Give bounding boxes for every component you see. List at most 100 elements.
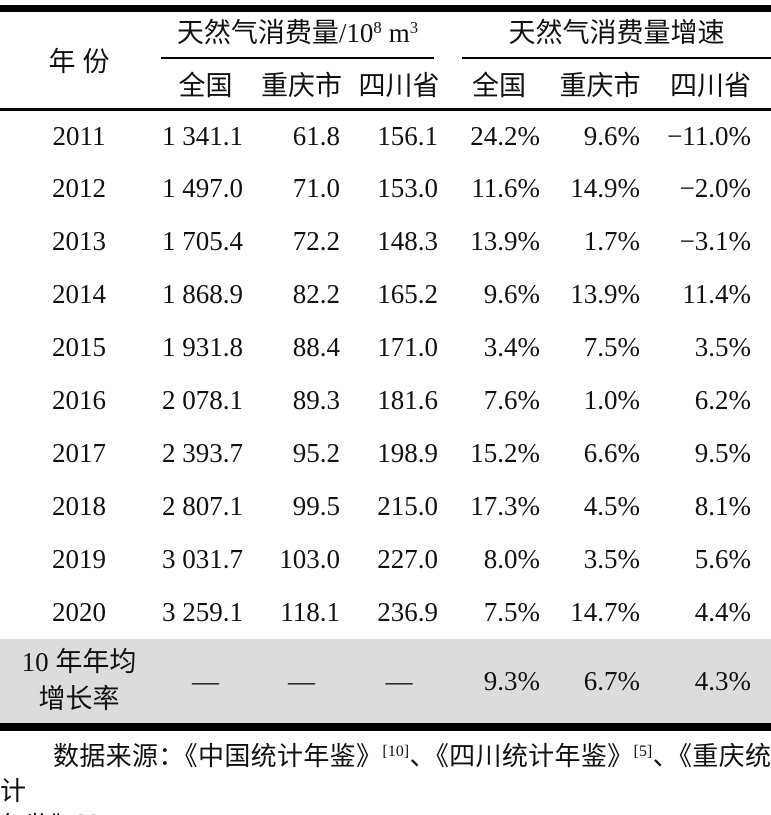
table-row: 2012 1 497.0 71.0 153.0 11.6% 14.9% −2.0…	[0, 162, 771, 215]
footnote-text: 、《重庆统计	[0, 742, 771, 806]
national-consumption-cell: 1 868.9	[162, 279, 243, 309]
national-growth-cell: 13.9%	[470, 226, 540, 256]
sichuan-consumption-cell: 165.2	[377, 279, 438, 309]
national-growth-cell: 8.0%	[483, 544, 540, 574]
chongqing-consumption-cell: 82.2	[292, 279, 340, 309]
national-growth-cell: 3.4%	[483, 332, 540, 362]
table-bottom-rule	[0, 723, 771, 731]
consumption-unit: m	[388, 18, 410, 48]
national-consumption-cell: 1 497.0	[162, 173, 243, 203]
consumption-exponent: 8	[373, 17, 382, 37]
table-row: 2015 1 931.8 88.4 171.0 3.4% 7.5% 3.5%	[0, 321, 771, 374]
group-consumption-label: 天然气消费量/108 m3	[161, 12, 434, 59]
table-row: 2019 3 031.7 103.0 227.0 8.0% 3.5% 5.6%	[0, 533, 771, 586]
summary-national-consumption-dash: —	[192, 665, 219, 696]
national-growth-cell: 7.6%	[483, 385, 540, 415]
national-consumption-cell: 2 807.1	[162, 491, 243, 521]
chongqing-consumption-cell: 61.8	[292, 120, 340, 151]
column-header-year: 年份	[0, 12, 158, 111]
table-row: 2017 2 393.7 95.2 198.9 15.2% 6.6% 9.5%	[0, 427, 771, 480]
summary-national-growth-cell: 9.3%	[483, 665, 540, 696]
year-header-label: 年份	[48, 47, 117, 78]
national-growth-cell: 7.5%	[483, 597, 540, 627]
summary-row-10yr-average: 10 年年均 增长率 — — — 9.3% 6.7% 4.3%	[0, 639, 771, 723]
consumption-unit-exponent: 3	[409, 17, 419, 37]
table-row: 2016 2 078.1 89.3 181.6 7.6% 1.0% 6.2%	[0, 374, 771, 427]
chongqing-consumption-cell: 118.1	[280, 597, 340, 627]
national-consumption-cell: 3 031.7	[162, 544, 243, 574]
sichuan-consumption-cell: 227.0	[377, 544, 438, 574]
year-cell: 2012	[52, 173, 106, 203]
subheader-chongqing-growth: 重庆市	[550, 59, 650, 111]
sichuan-growth-cell: 5.6%	[694, 544, 752, 574]
table-header: 年份 天然气消费量/108 m3 天然气消费量增速 全国 重庆市 四川省 全国 重…	[0, 12, 771, 111]
sichuan-consumption-cell: 215.0	[377, 491, 438, 521]
summary-label: 10 年年均 增长率	[0, 639, 158, 723]
citation-ref-5: [5]	[633, 743, 653, 761]
chongqing-growth-cell: 4.5%	[583, 491, 640, 521]
chongqing-growth-cell: 3.5%	[583, 544, 640, 574]
sichuan-consumption-cell: 148.3	[377, 226, 438, 256]
chongqing-consumption-cell: 89.3	[292, 385, 340, 415]
group-growth-label: 天然气消费量增速	[462, 12, 771, 59]
summary-chongqing-consumption-dash: —	[288, 665, 315, 696]
footnote-text: 、《四川统计年鉴》	[409, 742, 634, 771]
group-header-consumption: 天然气消费量/108 m3	[158, 12, 448, 59]
table-row: 2011 1 341.1 61.8 156.1 24.2% 9.6% −11.0…	[0, 109, 771, 162]
year-cell: 2011	[52, 120, 106, 151]
sichuan-consumption-cell: 156.1	[377, 120, 438, 151]
chongqing-consumption-cell: 95.2	[292, 438, 340, 468]
year-cell: 2014	[52, 279, 106, 309]
sichuan-growth-cell: 11.4%	[682, 279, 752, 309]
citation-ref-6: [6]	[78, 813, 97, 815]
summary-label-line1: 10 年年均	[21, 647, 137, 677]
table-row: 2014 1 868.9 82.2 165.2 9.6% 13.9% 11.4%	[0, 268, 771, 321]
year-cell: 2015	[52, 332, 106, 362]
subheader-chongqing-consumption: 重庆市	[253, 59, 350, 111]
sichuan-growth-cell: 9.5%	[694, 438, 752, 468]
consumption-label-text: 天然气消费量/10	[176, 18, 374, 48]
national-consumption-cell: 1 341.1	[162, 120, 243, 151]
national-consumption-cell: 1 931.8	[162, 332, 243, 362]
year-cell: 2016	[52, 385, 106, 415]
chongqing-growth-cell: 6.6%	[583, 438, 640, 468]
national-growth-cell: 24.2%	[470, 120, 540, 151]
chongqing-consumption-cell: 99.5	[292, 491, 340, 521]
chongqing-consumption-cell: 103.0	[279, 544, 340, 574]
year-cell: 2018	[52, 491, 106, 521]
chongqing-growth-cell: 1.0%	[583, 385, 640, 415]
sichuan-consumption-cell: 153.0	[377, 173, 438, 203]
footnote-text: 年鉴》	[0, 812, 78, 815]
sichuan-growth-cell: −2.0%	[679, 173, 752, 203]
footnote-text: 。	[97, 812, 123, 815]
subheader-sichuan-growth: 四川省	[650, 59, 771, 111]
summary-label-line2: 增长率	[38, 684, 120, 714]
sichuan-consumption-cell: 181.6	[377, 385, 438, 415]
subheader-national-consumption: 全国	[158, 59, 253, 111]
table-row: 2013 1 705.4 72.2 148.3 13.9% 1.7% −3.1%	[0, 215, 771, 268]
summary-sichuan-consumption-dash: —	[385, 665, 413, 696]
chongqing-growth-cell: 13.9%	[570, 279, 640, 309]
subheader-national-growth: 全国	[448, 59, 550, 111]
year-cell: 2013	[52, 226, 106, 256]
national-consumption-cell: 3 259.1	[162, 597, 243, 627]
sichuan-consumption-cell: 171.0	[377, 332, 438, 362]
gas-consumption-table: 年份 天然气消费量/108 m3 天然气消费量增速 全国 重庆市 四川省 全国 重…	[0, 12, 771, 723]
national-consumption-cell: 2 078.1	[162, 385, 243, 415]
chongqing-consumption-cell: 88.4	[292, 332, 340, 362]
table-row: 2020 3 259.1 118.1 236.9 7.5% 14.7% 4.4%	[0, 586, 771, 639]
sichuan-consumption-cell: 198.9	[377, 438, 438, 468]
national-growth-cell: 11.6%	[471, 173, 540, 203]
footnote-line-1: 数据来源：《中国统计年鉴》[10]、《四川统计年鉴》[5]、《重庆统计	[0, 739, 771, 809]
sichuan-growth-cell: 6.2%	[694, 385, 752, 415]
summary-chongqing-growth-cell: 6.7%	[583, 665, 640, 696]
sichuan-growth-cell: −3.1%	[679, 226, 752, 256]
chongqing-growth-cell: 7.5%	[583, 332, 640, 362]
chongqing-consumption-cell: 72.2	[292, 226, 340, 256]
chongqing-growth-cell: 1.7%	[583, 226, 640, 256]
group-header-growth: 天然气消费量增速	[448, 12, 771, 59]
national-consumption-cell: 1 705.4	[162, 226, 243, 256]
year-cell: 2017	[52, 438, 106, 468]
footnote-line-2: 年鉴》[6]。	[0, 809, 771, 815]
table-top-rule	[0, 5, 771, 12]
